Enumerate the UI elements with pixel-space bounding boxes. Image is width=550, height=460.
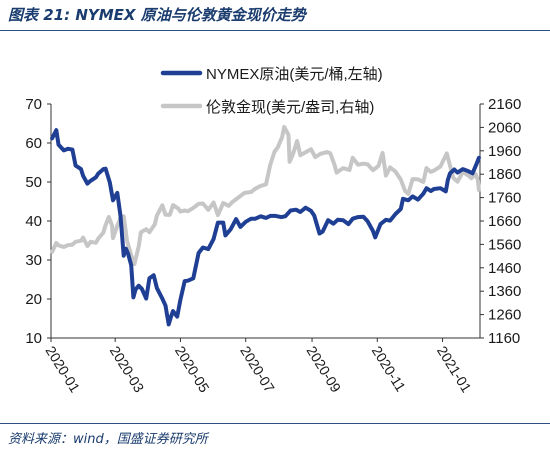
y-right-tick-label: 2160	[488, 96, 521, 113]
y-left-tick-label: 60	[25, 135, 42, 152]
x-tick-label: 2021-01	[434, 343, 475, 395]
x-tick-label: 2020-03	[107, 343, 148, 395]
y-right-tick-label: 1660	[488, 213, 521, 230]
x-tick-label: 2020-01	[42, 343, 83, 395]
y-right-tick-label: 1760	[488, 190, 521, 207]
y-left-tick-label: 70	[25, 96, 42, 113]
legend-label-oil: NYMEX原油(美元/桶,左轴)	[206, 66, 383, 83]
series-line-oil	[50, 128, 481, 327]
y-right-tick-label: 1160	[488, 330, 520, 347]
title-rule	[0, 30, 550, 31]
y-right-tick-label: 1360	[488, 283, 521, 300]
figure-title: 图表 21: NYMEX 原油与伦敦黄金现价走势	[8, 6, 306, 24]
y-left-tick-label: 10	[25, 330, 42, 347]
x-tick-label: 2020-11	[369, 343, 409, 394]
y-left-tick-label: 50	[25, 174, 42, 191]
y-right-tick-label: 2060	[488, 119, 521, 136]
y-right-tick-label: 1260	[488, 307, 521, 324]
source-rule	[0, 423, 550, 424]
legend-label-gold: 伦敦金现(美元/盎司,右轴)	[206, 99, 374, 116]
y-left-tick-label: 40	[25, 213, 42, 230]
y-right-tick-label: 1460	[488, 260, 521, 277]
series-line-gold	[50, 124, 481, 267]
x-tick-label: 2020-05	[172, 343, 213, 395]
x-tick-label: 2020-07	[237, 343, 278, 395]
y-left-tick-label: 20	[25, 291, 42, 308]
chart-svg: 10 20 30 40 50 60 70 1160 1260 1360 1460 1560 1660 17…	[25, 66, 521, 395]
y-left-tick-label: 30	[25, 252, 42, 269]
legend: NYMEX原油(美元/桶,左轴) 伦敦金现(美元/盎司,右轴)	[160, 66, 383, 116]
y-right-tick-label: 1560	[488, 236, 521, 253]
figure-source: 资料来源：wind，国盛证券研究所	[8, 432, 208, 447]
y-right-tick-label: 1960	[488, 143, 521, 160]
series-layer	[50, 124, 481, 327]
axes-group: 10 20 30 40 50 60 70 1160 1260 1360 1460 1560 1660 17…	[25, 96, 521, 395]
y-right-tick-label: 1860	[488, 166, 521, 183]
x-tick-label: 2020-09	[303, 343, 344, 395]
